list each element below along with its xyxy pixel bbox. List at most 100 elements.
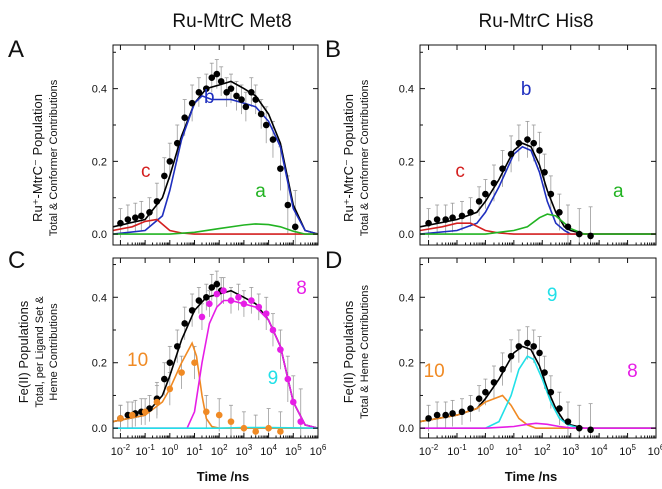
data-point-magenta [220,287,227,295]
data-point-magenta [297,418,305,425]
xtick-label: 10-2 [111,443,131,458]
data-point-magenta [235,293,242,301]
data-point [248,88,255,96]
data-point-orange [153,398,161,406]
data-point [242,103,250,111]
ylabel-bottom-right-sub: Total & Heme Contributions [359,285,371,419]
ytick-label: 0.4 [92,292,107,304]
ylabel-bottom-left-sub1: Total, per Ligand Set & [34,296,46,408]
data-point [284,201,292,209]
data-point [475,395,483,403]
data-point-orange [277,428,284,435]
plot-area [420,326,656,438]
data-point-magenta [277,346,284,353]
xtick-label: 101 [505,443,522,458]
data-point [269,136,277,143]
data-point [277,165,284,172]
data-point-orange [141,408,149,416]
xtick-label: 100 [477,443,494,458]
ytick-label: 0.0 [92,229,107,241]
data-point [524,339,531,347]
data-point [467,208,474,216]
data-point [536,349,543,357]
data-point-orange [252,428,259,435]
xtick-label: 105 [619,443,636,458]
data-point [213,70,221,78]
fit-curve-9 [420,355,656,429]
data-point [208,74,216,82]
ylabel-bottom-right-main: Fe(II) Populations [341,300,356,403]
data-point [575,230,583,238]
data-point [482,388,489,396]
data-point [433,411,441,419]
data-point [173,139,181,147]
fit-curve-b [420,145,656,235]
curve-label: 10 [424,361,445,382]
data-point-magenta [269,326,277,334]
data-point-magenta [198,313,206,321]
data-point [536,147,543,154]
data-point [291,223,299,231]
curve-label: 8 [296,278,307,299]
xlabel-right: Time /ns [505,469,558,484]
xtick-label: 100 [161,443,178,458]
ytick-label: 0.2 [399,156,414,168]
data-point [515,343,523,350]
col-title-left: Ru-MtrC Met8 [172,11,291,32]
data-point [587,232,594,240]
data-point [173,343,181,350]
fit-curve-9 [113,426,318,429]
data-point [458,212,466,220]
panel-a: 0.0 0.2 0.4 c b a [92,44,319,246]
fit-curve-10 [113,341,318,429]
xtick-label: 101 [186,443,203,458]
data-point [217,78,225,85]
curve-label: 10 [127,350,148,371]
data-point [541,369,548,376]
ytick-label: 0.2 [399,358,414,370]
data-point-magenta [227,297,235,304]
data-point [124,216,132,223]
plot-area [113,270,318,438]
data-point-orange [191,359,198,367]
data-point [449,410,456,417]
fit-curve-total [113,80,318,235]
plot-frame [419,44,657,246]
data-point [146,208,153,216]
data-point [213,280,221,288]
curve-label: a [255,181,266,202]
data-point [425,219,432,227]
fit-curve-a [420,213,656,235]
data-point [227,85,235,92]
ylabel-bottom-left-sub2: Heme Contributions [48,303,60,401]
data-point [482,190,489,198]
ylabel-top-right-sub: Total & Conformer Contributions [359,79,371,236]
panel-d: 0.0 0.2 0.4 10-2 10-1 100 101 102 103 104 105 106 10… [399,257,662,458]
data-point [132,214,139,222]
data-point [166,158,174,165]
data-point [507,352,515,360]
data-point [262,121,270,129]
data-point [499,165,506,172]
data-point [195,297,203,304]
data-point [547,388,555,396]
curve-label: 8 [627,361,638,382]
xtick-label: 104 [591,443,608,458]
xtick-label: 106 [648,443,662,458]
data-point [181,320,188,327]
panel-letter-c: C [8,247,25,274]
data-point [556,405,563,412]
xtick-label: 102 [534,443,551,458]
panel-c: 0.0 0.2 0.4 10-2 10-1 100 101 102 103 104 105 106 10… [92,257,327,458]
data-point [117,219,124,227]
col-title-right: Ru-MtrC His8 [478,11,593,32]
data-point-orange [117,415,124,422]
data-point [564,418,572,425]
xtick-label: 106 [310,443,327,458]
data-point [188,99,196,107]
data-point [153,198,161,205]
curve-label: 9 [268,368,279,389]
data-point [524,136,531,143]
data-point [458,408,466,416]
data-point [161,172,168,180]
